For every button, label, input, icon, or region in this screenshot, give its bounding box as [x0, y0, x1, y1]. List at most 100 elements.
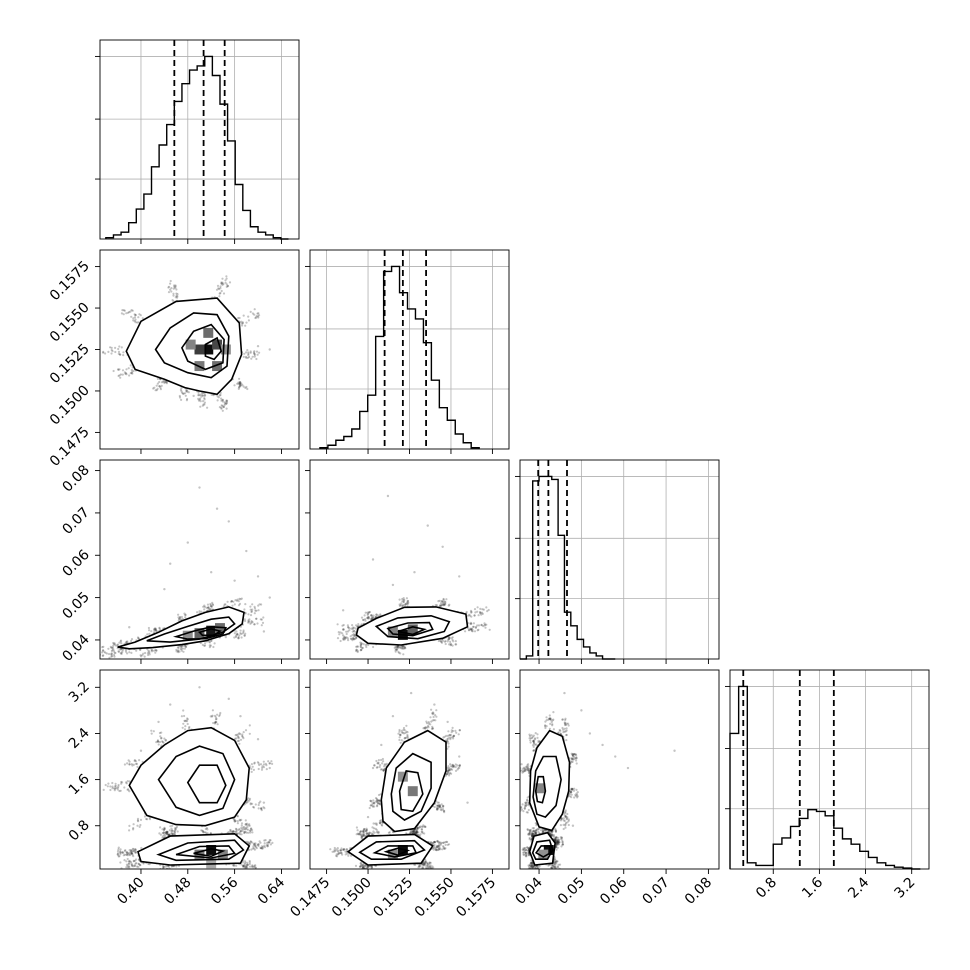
scatter-point	[127, 367, 130, 370]
scatter-point	[362, 830, 365, 833]
scatter-point	[133, 849, 136, 852]
scatter-point	[383, 769, 386, 772]
scatter-point	[126, 762, 129, 765]
scatter-point	[368, 610, 372, 614]
scatter-point	[219, 393, 222, 397]
scatter-point	[248, 732, 251, 735]
scatter-point	[102, 788, 105, 792]
scatter-point	[379, 822, 382, 825]
scatter-point	[241, 632, 245, 635]
scatter-point	[259, 618, 262, 621]
scatter-point	[240, 322, 244, 325]
scatter-point	[422, 863, 425, 867]
scatter-point	[339, 851, 342, 855]
scatter-point	[240, 822, 244, 825]
scatter-point	[380, 743, 383, 747]
contour-line	[374, 614, 451, 640]
scatter-point	[451, 764, 454, 767]
scatter-point	[247, 800, 250, 803]
scatter-point	[215, 717, 218, 721]
scatter-point	[202, 831, 205, 834]
scatter-point	[165, 831, 168, 834]
scatter-point	[148, 653, 151, 656]
scatter-point	[420, 828, 423, 831]
scatter-point	[168, 872, 170, 874]
scatter-point	[118, 374, 121, 377]
y-tick-label: 0.1475	[47, 424, 93, 470]
scatter-point	[127, 852, 130, 855]
scatter-point	[252, 768, 255, 772]
scatter-point	[236, 382, 239, 385]
scatter-point	[544, 720, 547, 723]
scatter-point	[346, 852, 349, 855]
scatter-point	[162, 380, 165, 383]
contour-line	[397, 625, 427, 636]
scatter-point	[204, 394, 207, 397]
scatter-point	[441, 804, 445, 807]
scatter-point	[416, 826, 419, 830]
scatter-point	[218, 406, 221, 409]
scatter-point	[116, 850, 120, 853]
scatter-point	[372, 645, 375, 649]
scatter-point	[174, 828, 177, 832]
scatter-point	[379, 764, 382, 767]
scatter-point	[402, 653, 405, 656]
scatter-point	[109, 788, 112, 792]
scatter-point	[361, 830, 364, 833]
scatter-point	[375, 766, 378, 769]
scatter-point	[383, 763, 386, 766]
scatter-point	[254, 864, 257, 867]
scatter-point	[222, 405, 225, 409]
scatter-point	[181, 392, 185, 395]
scatter-point	[239, 830, 242, 833]
scatter-point	[125, 853, 128, 856]
scatter-point	[136, 865, 139, 868]
scatter-point	[366, 865, 369, 869]
scatter-point	[337, 852, 340, 855]
scatter-point	[423, 862, 426, 865]
scatter-point	[329, 848, 332, 851]
scatter-point	[404, 604, 407, 607]
scatter-point	[134, 314, 137, 317]
scatter-point	[122, 313, 125, 316]
scatter-point	[123, 786, 126, 789]
panel-2-0: 0.040.050.060.070.08	[59, 459, 300, 665]
scatter-point	[158, 740, 162, 744]
scatter-point	[254, 846, 257, 849]
scatter-point	[269, 843, 272, 846]
scatter-point	[361, 863, 364, 866]
scatter-point	[165, 382, 168, 385]
scatter-point	[427, 721, 430, 724]
scatter-point	[173, 833, 176, 836]
scatter-point	[436, 839, 439, 843]
scatter-point	[167, 870, 169, 872]
scatter-point	[238, 602, 242, 606]
scatter-point	[248, 859, 251, 863]
scatter-point	[252, 847, 255, 850]
scatter-point	[470, 610, 473, 614]
scatter-point	[139, 749, 143, 752]
scatter-point	[178, 617, 181, 621]
density-cell	[185, 339, 196, 350]
scatter-point	[413, 830, 416, 833]
scatter-point	[353, 638, 356, 641]
scatter-point	[244, 355, 248, 358]
scatter-point	[161, 740, 164, 743]
scatter-point	[200, 829, 203, 832]
scatter-point	[376, 802, 380, 805]
scatter-point	[241, 734, 244, 738]
scatter-point	[415, 830, 418, 833]
scatter-point	[237, 739, 241, 742]
scatter-point	[163, 870, 165, 872]
scatter-point	[210, 605, 213, 608]
scatter-point	[260, 847, 263, 850]
scatter-point	[215, 507, 219, 510]
scatter-point	[399, 733, 402, 736]
scatter-point	[116, 644, 119, 647]
scatter-point	[159, 735, 162, 738]
scatter-point	[431, 713, 434, 716]
scatter-point	[161, 828, 164, 831]
scatter-point	[239, 819, 242, 822]
scatter-point	[124, 849, 127, 852]
scatter-point	[240, 833, 243, 836]
